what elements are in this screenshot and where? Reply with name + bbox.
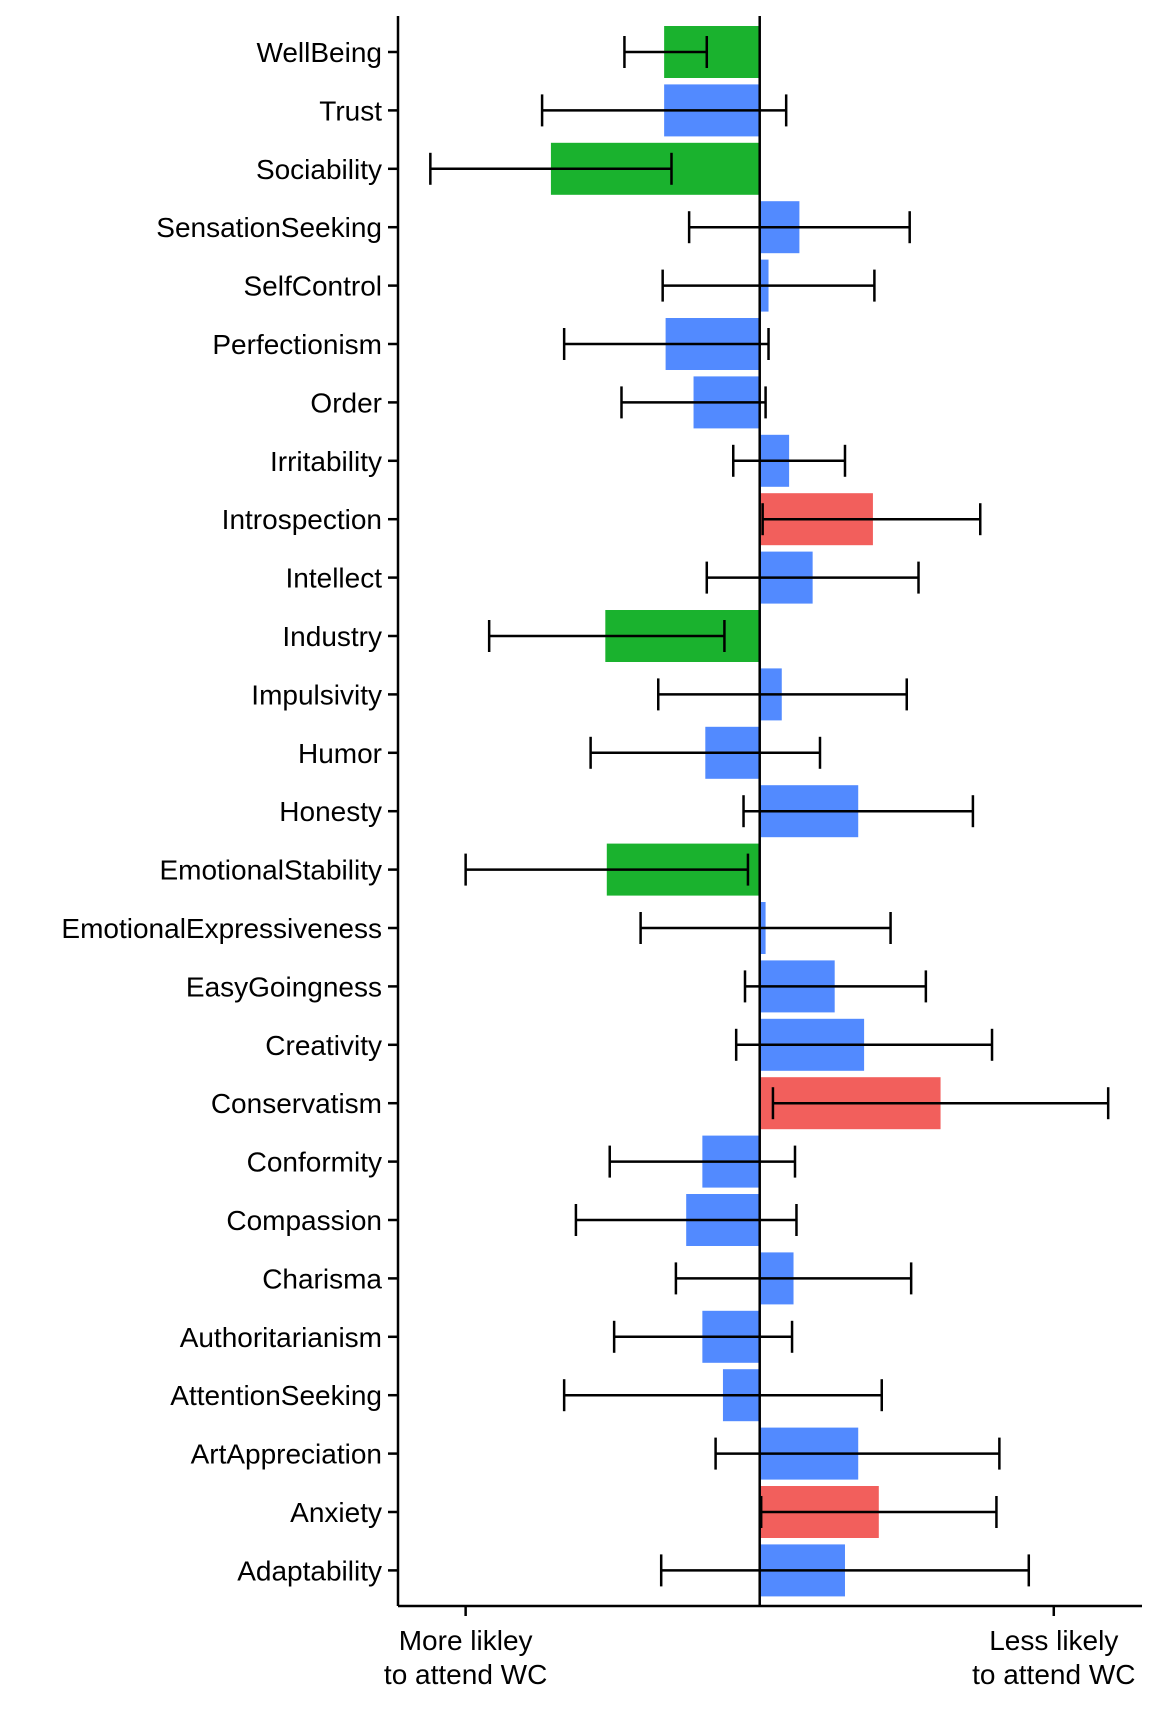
y-tick-label-introspection: Introspection [222,504,382,535]
y-tick-label-adaptability: Adaptability [237,1555,382,1586]
y-tick-label-creativity: Creativity [265,1030,382,1061]
y-tick-label-honesty: Honesty [279,796,382,827]
y-tick-label-conformity: Conformity [247,1147,382,1178]
y-tick-label-easygoingness: EasyGoingness [186,971,382,1002]
y-tick-label-sociability: Sociability [256,154,382,185]
error-bar-creativity [734,1028,994,1061]
error-bar-sensationseeking [687,211,911,244]
y-tick-label-emotionalexpressiveness: EmotionalExpressiveness [61,913,382,944]
y-tick-label-irritability: Irritability [270,446,382,477]
y-tick-labels: WellBeing Trust Sociability SensationSeekin… [61,37,398,1586]
y-tick-label-perfectionism: Perfectionism [212,329,382,360]
y-tick-label-attentionseeking: AttentionSeeking [170,1380,382,1411]
error-bar-artappreciation [714,1437,1001,1470]
error-bar-irritability [731,444,847,477]
error-bar-emotionalstability [464,853,750,886]
error-bar-introspection [761,503,982,536]
error-bar-perfectionism [562,328,770,360]
error-bar-easygoingness [743,970,928,1003]
y-tick-label-emotionalstability: EmotionalStability [159,855,382,886]
error-bar-wellbeing [623,36,709,68]
y-tick-label-compassion: Compassion [226,1205,382,1236]
error-bars-layer [429,36,1110,1587]
error-bar-honesty [742,795,975,828]
y-tick-label-authoritarianism: Authoritarianism [180,1322,382,1353]
error-bar-attentionseeking [562,1379,883,1412]
error-bar-industry [487,620,726,652]
x-tick-label-line: Less likely [989,1625,1118,1656]
error-bar-selfcontrol [661,269,876,302]
y-tick-label-order: Order [310,387,382,418]
y-tick-label-humor: Humor [298,738,382,769]
x-tick-label-line: to attend WC [972,1659,1135,1690]
error-bar-compassion [574,1204,798,1236]
x-tick-label-1: More likley to attend WC [384,1625,547,1690]
y-tick-label-impulsivity: Impulsivity [251,679,382,710]
error-bar-intellect [705,561,920,594]
y-tick-label-selfcontrol: SelfControl [243,271,382,302]
error-bar-trust [540,94,788,127]
error-bar-anxiety [759,1496,998,1528]
y-tick-label-conservatism: Conservatism [211,1088,382,1119]
error-bar-impulsivity [657,678,908,711]
x-tick-label-line: to attend WC [384,1659,547,1690]
y-tick-label-anxiety: Anxiety [290,1497,382,1528]
y-tick-label-charisma: Charisma [262,1263,382,1294]
error-bar-conservatism [771,1087,1110,1120]
error-bar-emotionalexpressiveness [639,912,892,944]
error-bar-order [620,386,767,419]
error-bar-authoritarianism [612,1320,794,1353]
y-tick-label-sensationseeking: SensationSeeking [156,212,382,243]
error-bar-sociability [429,152,673,185]
error-bar-charisma [674,1262,913,1295]
x-tick-label-line: More likley [399,1625,533,1656]
y-tick-label-industry: Industry [282,621,382,652]
y-tick-label-intellect: Intellect [286,563,383,594]
y-tick-label-artappreciation: ArtAppreciation [191,1439,382,1470]
error-bar-conformity [608,1145,797,1178]
y-tick-label-wellbeing: WellBeing [256,37,382,68]
x-tick-label-2: Less likely to attend WC [972,1625,1135,1690]
y-tick-label-trust: Trust [319,95,382,126]
error-bar-adaptability [659,1554,1031,1587]
error-bar-humor [589,736,822,769]
